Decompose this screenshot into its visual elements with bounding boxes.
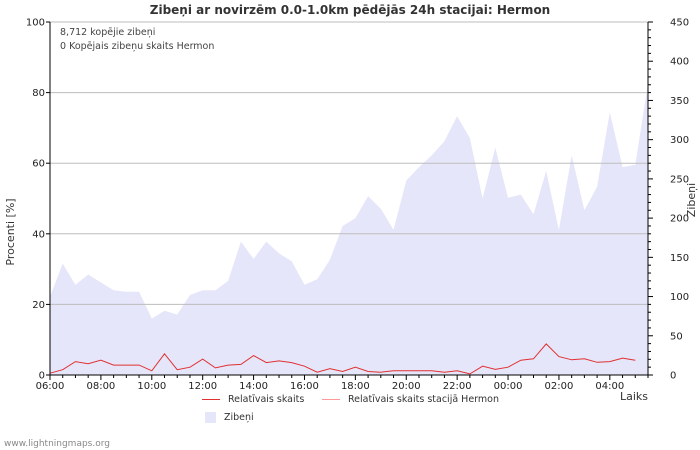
legend-relative: Relatīvais skaits — [202, 394, 304, 405]
y-tick-right-label: 150 — [670, 253, 689, 264]
y-axis-label-right: Zibeņi — [685, 183, 698, 217]
legend-strikes: Zibeņi — [205, 412, 254, 423]
series-line-relative — [49, 343, 636, 375]
x-tick-label: 16:00 — [290, 381, 319, 392]
y-tick-right-label: 300 — [670, 135, 689, 146]
y-tick-left-label: 100 — [26, 18, 45, 29]
x-tick-label: 20:00 — [392, 381, 421, 392]
x-tick-label: 14:00 — [239, 381, 268, 392]
y-tick-left-label: 60 — [32, 159, 45, 170]
x-tick-label: 02:00 — [545, 381, 574, 392]
legend-relative-station: Relatīvais skaits stacijā Hermon — [322, 394, 499, 405]
x-tick-label: 04:00 — [595, 381, 624, 392]
y-tick-right-label: 100 — [670, 292, 689, 303]
x-tick-label: 22:00 — [443, 381, 472, 392]
x-tick-label: 10:00 — [137, 381, 166, 392]
x-tick-label: 00:00 — [494, 381, 523, 392]
y-tick-left-label: 0 — [39, 371, 45, 382]
y-tick-left-label: 40 — [32, 229, 45, 240]
legend-label-strikes: Zibeņi — [224, 412, 254, 423]
y-tick-left-label: 20 — [32, 300, 45, 311]
footer-credit: www.lightningmaps.org — [4, 439, 110, 449]
legend-swatch-relative — [202, 399, 220, 400]
y-tick-right-label: 0 — [670, 371, 676, 382]
x-tick-label: 08:00 — [86, 381, 115, 392]
legend-swatch-strikes — [205, 412, 216, 423]
y-tick-right-label: 250 — [670, 174, 689, 185]
y-tick-right-label: 200 — [670, 214, 689, 225]
legend-label-relative-station: Relatīvais skaits stacijā Hermon — [348, 394, 499, 405]
y-tick-right-label: 450 — [670, 18, 689, 29]
total-strikes-note: 8,712 kopējie zibeņi — [60, 27, 156, 38]
y-axis-label-left: Procenti [%] — [4, 198, 17, 265]
y-tick-right-label: 50 — [670, 331, 683, 342]
y-tick-left-label: 80 — [32, 88, 45, 99]
chart-title: Zibeņi ar novirzēm 0.0-1.0km pēdējās 24h… — [149, 3, 551, 17]
station-strikes-note: 0 Kopējais zibeņu skaits Hermon — [60, 41, 215, 52]
x-tick-label: 12:00 — [188, 381, 217, 392]
strikes-area — [50, 83, 648, 375]
x-tick-label: 18:00 — [341, 381, 370, 392]
y-tick-right-label: 350 — [670, 96, 689, 107]
y-tick-right-label: 400 — [670, 57, 689, 68]
x-tick-label: 06:00 — [36, 381, 65, 392]
x-axis-label: Laiks — [620, 390, 649, 403]
legend-label-relative: Relatīvais skaits — [228, 394, 305, 405]
legend-swatch-relative-station — [322, 399, 340, 400]
